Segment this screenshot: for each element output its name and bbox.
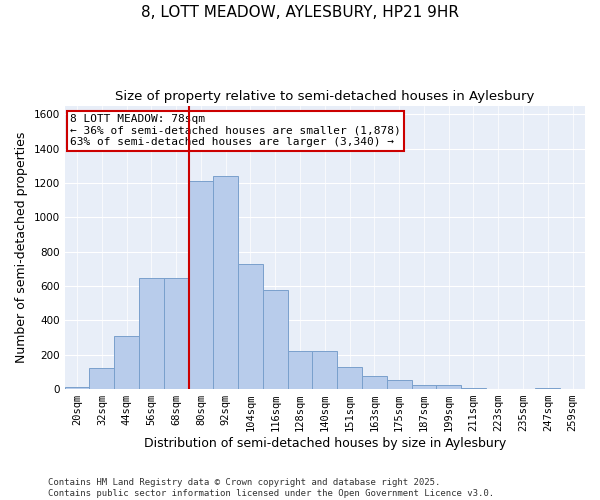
Bar — [164, 278, 188, 389]
Text: 8 LOTT MEADOW: 78sqm
← 36% of semi-detached houses are smaller (1,878)
63% of se: 8 LOTT MEADOW: 78sqm ← 36% of semi-detac… — [70, 114, 401, 148]
Bar — [214, 176, 238, 389]
Bar — [535, 388, 560, 389]
Title: Size of property relative to semi-detached houses in Aylesbury: Size of property relative to semi-detach… — [115, 90, 535, 103]
Bar — [436, 385, 461, 389]
Bar — [114, 336, 139, 389]
Text: 8, LOTT MEADOW, AYLESBURY, HP21 9HR: 8, LOTT MEADOW, AYLESBURY, HP21 9HR — [141, 5, 459, 20]
Bar — [362, 376, 387, 389]
Bar — [89, 368, 114, 389]
Bar — [188, 181, 214, 389]
Bar — [263, 290, 287, 389]
Bar — [337, 366, 362, 389]
Bar — [313, 352, 337, 389]
Text: Contains HM Land Registry data © Crown copyright and database right 2025.
Contai: Contains HM Land Registry data © Crown c… — [48, 478, 494, 498]
Bar — [387, 380, 412, 389]
Bar — [238, 264, 263, 389]
Bar — [412, 385, 436, 389]
Bar — [461, 388, 486, 389]
Y-axis label: Number of semi-detached properties: Number of semi-detached properties — [15, 132, 28, 363]
Bar — [139, 278, 164, 389]
Bar — [65, 388, 89, 389]
Bar — [287, 352, 313, 389]
X-axis label: Distribution of semi-detached houses by size in Aylesbury: Distribution of semi-detached houses by … — [144, 437, 506, 450]
